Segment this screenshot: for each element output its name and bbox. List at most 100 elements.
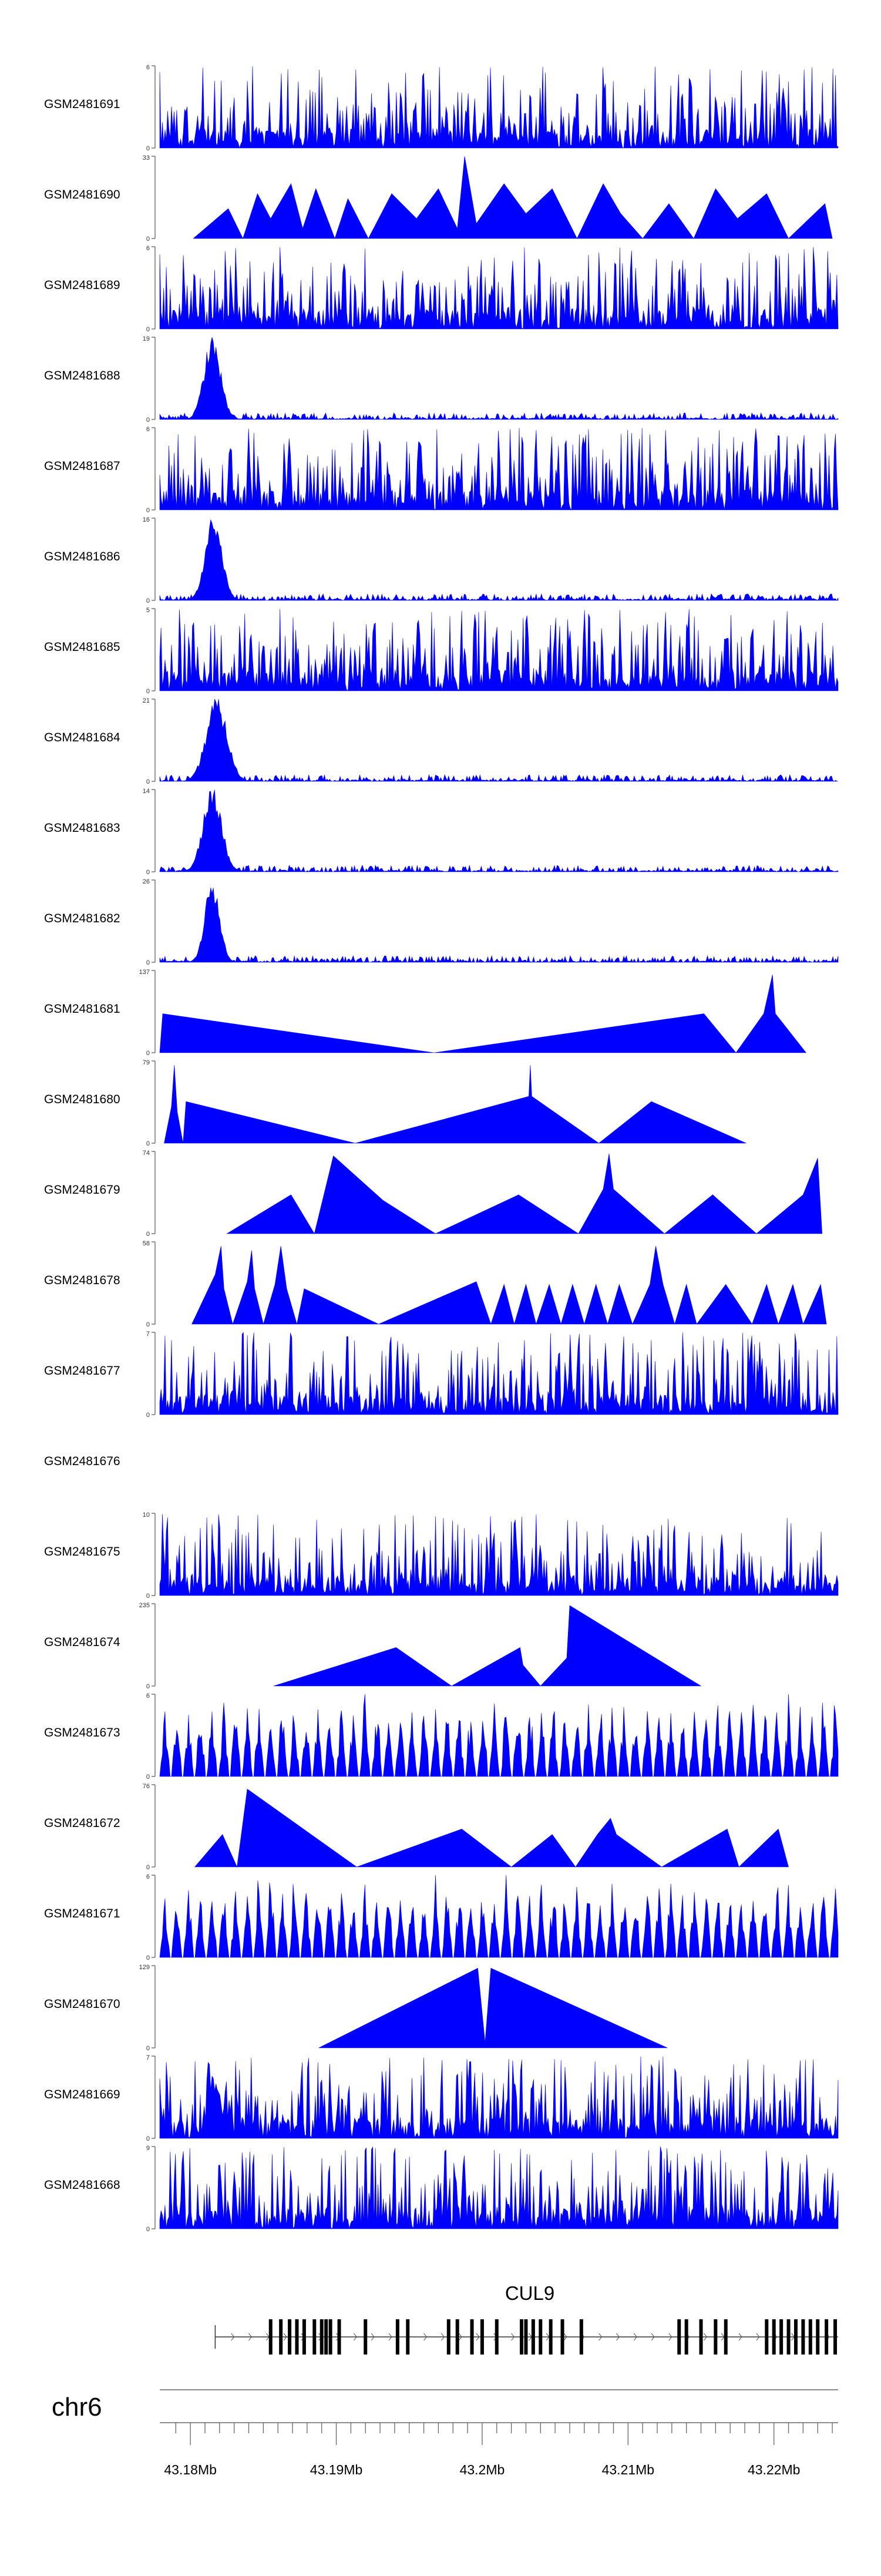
strand-arrow — [248, 2333, 253, 2341]
y-max-label: 7 — [146, 2054, 150, 2061]
gene-exon — [833, 2319, 838, 2355]
y-max-label: 235 — [139, 1602, 150, 1609]
y-max-label: 9 — [146, 2145, 150, 2152]
y-min-label: 0 — [146, 2135, 150, 2142]
track-gsm2481690: GSM2481690 33 0 — [44, 155, 833, 243]
gene-exon — [455, 2319, 459, 2355]
gene-exon — [684, 2319, 688, 2355]
track-label: GSM2481685 — [44, 640, 120, 654]
coverage-area — [159, 2146, 839, 2229]
y-max-label: 19 — [143, 335, 150, 342]
gene-exon — [765, 2319, 769, 2355]
track-label: GSM2481680 — [44, 1093, 120, 1106]
strand-arrow — [458, 2333, 462, 2341]
y-min-label: 0 — [146, 507, 150, 514]
coverage-area — [164, 1065, 747, 1144]
strand-arrow — [651, 2333, 655, 2341]
gene-exon — [714, 2319, 718, 2355]
track-label: GSM2481677 — [44, 1364, 120, 1378]
y-min-label: 0 — [146, 597, 150, 604]
coverage-area — [159, 1514, 839, 1596]
track-gsm2481674: GSM2481674 235 0 — [44, 1602, 702, 1690]
x-tick-label: 43.2Mb — [460, 2462, 505, 2477]
gene-exon — [816, 2319, 820, 2355]
gene-exon — [279, 2319, 283, 2355]
track-gsm2481679: GSM2481679 74 0 — [44, 1150, 823, 1238]
strand-arrow — [231, 2333, 235, 2341]
gene-exon — [406, 2319, 410, 2355]
x-tick-label: 43.21Mb — [602, 2462, 655, 2477]
coverage-area — [159, 1694, 839, 1777]
track-gsm2481687: GSM2481687 6 0 — [44, 426, 839, 514]
y-min-label: 0 — [146, 1412, 150, 1419]
coverage-area — [159, 1332, 839, 1415]
y-max-label: 6 — [146, 64, 150, 71]
track-gsm2481668: GSM2481668 9 0 — [44, 2145, 839, 2233]
track-gsm2481686: GSM2481686 16 0 — [44, 516, 839, 604]
gene-exon — [560, 2319, 564, 2355]
track-label: GSM2481676 — [44, 1455, 120, 1468]
coverage-area — [159, 428, 839, 511]
track-label: GSM2481687 — [44, 459, 120, 473]
track-label: GSM2481690 — [44, 188, 120, 201]
track-label: GSM2481683 — [44, 821, 120, 835]
tracks-layer: GSM248169160GSM2481690330GSM248168960GSM… — [44, 64, 839, 2233]
y-min-label: 0 — [146, 236, 150, 243]
gene-exon — [268, 2319, 273, 2355]
gene-exon — [772, 2319, 776, 2355]
coverage-area — [159, 1875, 839, 1958]
coverage-area — [191, 1246, 827, 1325]
strand-arrow — [283, 2333, 287, 2341]
y-min-label: 0 — [146, 326, 150, 333]
y-min-label: 0 — [146, 1231, 150, 1238]
y-max-label: 58 — [143, 1240, 150, 1247]
coverage-area — [273, 1605, 702, 1687]
track-gsm2481684: GSM2481684 21 0 — [44, 697, 839, 785]
track-label: GSM2481671 — [44, 1907, 120, 1920]
y-max-label: 14 — [143, 788, 150, 795]
track-label: GSM2481669 — [44, 2088, 120, 2101]
gene-exon — [539, 2319, 543, 2355]
gene-exon — [337, 2319, 341, 2355]
track-gsm2481683: GSM2481683 14 0 — [44, 788, 839, 876]
strand-arrow — [388, 2333, 392, 2341]
y-min-label: 0 — [146, 1683, 150, 1690]
strand-arrow — [668, 2333, 672, 2341]
gene-exon — [446, 2319, 450, 2355]
y-min-label: 0 — [146, 2045, 150, 2052]
coverage-area — [159, 519, 839, 602]
coverage-area — [159, 609, 839, 691]
x-tick-label: 43.22Mb — [748, 2462, 801, 2477]
gene-exon — [312, 2319, 317, 2355]
gene-exon — [524, 2319, 528, 2355]
gene-exon — [295, 2319, 299, 2355]
track-label: GSM2481691 — [44, 98, 120, 111]
track-gsm2481681: GSM2481681 137 0 — [44, 969, 807, 1057]
track-gsm2481672: GSM2481672 76 0 — [44, 1783, 789, 1871]
y-max-label: 33 — [143, 155, 150, 162]
track-gsm2481677: GSM2481677 7 0 — [44, 1331, 839, 1419]
gene-exon — [549, 2319, 553, 2355]
track-label: GSM2481684 — [44, 731, 120, 744]
strand-arrow — [633, 2333, 637, 2341]
track-label: GSM2481689 — [44, 278, 120, 292]
coverage-area — [159, 66, 839, 149]
y-min-label: 0 — [146, 417, 150, 424]
strand-arrow — [441, 2333, 445, 2341]
strand-arrow — [704, 2333, 708, 2341]
strand-arrow — [353, 2333, 357, 2341]
y-min-label: 0 — [146, 1050, 150, 1057]
gene-exon — [520, 2319, 523, 2355]
coverage-area — [159, 2056, 839, 2139]
strand-arrow — [423, 2333, 428, 2341]
track-label: GSM2481686 — [44, 550, 120, 563]
coverage-area — [159, 247, 839, 330]
gene-exon — [302, 2319, 306, 2355]
coverage-area — [193, 156, 833, 239]
y-max-label: 79 — [143, 1059, 150, 1066]
y-max-label: 5 — [146, 607, 150, 614]
y-min-label: 0 — [146, 1140, 150, 1147]
coverage-area — [194, 1788, 789, 1868]
gene-exon — [364, 2319, 368, 2355]
track-gsm2481691: GSM2481691 6 0 — [44, 64, 839, 152]
